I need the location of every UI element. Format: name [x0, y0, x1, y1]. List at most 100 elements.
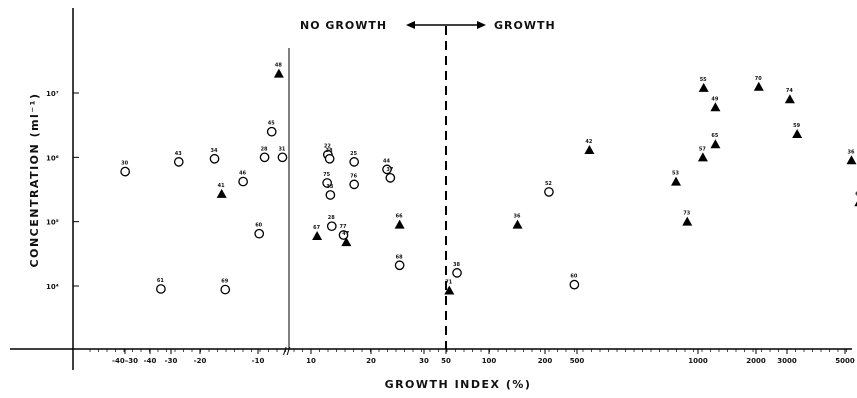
data-point-triangle: [792, 129, 803, 139]
data-point-label: 25: [350, 151, 357, 157]
data-point-label: 30: [121, 161, 128, 167]
x-tick-label: -20: [194, 357, 207, 365]
data-point-circle: [349, 157, 360, 167]
data-point-circle: [120, 166, 131, 177]
axis-break-mark: //: [283, 346, 291, 357]
data-point-label: 28: [328, 215, 335, 221]
data-point-label: 53: [672, 171, 679, 177]
data-point-label: 22: [324, 144, 331, 150]
data-point-triangle: [697, 152, 708, 162]
data-point-triangle: [216, 188, 227, 198]
data-point-circle: [259, 152, 270, 163]
x-tick-label: 2000: [746, 357, 766, 365]
data-point-triangle: [312, 230, 323, 240]
x-tick-label: 20: [366, 357, 376, 365]
x-tick-label: 1000: [688, 357, 708, 365]
data-point-triangle: [512, 219, 523, 229]
x-tick-label: -40: [144, 357, 157, 365]
data-point-label: 38: [453, 262, 460, 268]
x-tick-label: -30: [165, 357, 178, 365]
data-point-label: 46: [239, 171, 246, 177]
x-tick-label: 50: [441, 357, 451, 365]
data-point-label: 61: [157, 278, 164, 284]
data-point-circle: [325, 190, 336, 200]
y-tick-label: 10⁶: [46, 154, 59, 162]
data-point-circle: [382, 164, 392, 175]
data-point-circle: [326, 221, 337, 232]
data-point-label: 60: [570, 274, 577, 280]
data-point-circle: [324, 153, 335, 164]
data-point-label: 47: [342, 231, 349, 237]
x-tick-label: 500: [570, 357, 585, 365]
x-tick-label: 30: [419, 357, 429, 365]
data-point-label: 28: [261, 146, 268, 152]
data-point-triangle: [341, 237, 352, 247]
x-tick-label: 3000: [777, 357, 797, 365]
data-point-triangle: [273, 68, 284, 78]
data-point-label: 44: [383, 158, 390, 164]
data-point-label: 34: [211, 148, 218, 154]
y-tick-label: 10⁷: [46, 90, 59, 98]
data-point-label: 42: [585, 139, 592, 145]
data-point-triangle: [584, 145, 595, 155]
data-point-circle: [322, 178, 332, 188]
data-point-label: 65: [711, 133, 718, 139]
data-point-circle: [452, 268, 462, 278]
x-tick-label: -40–30: [112, 357, 138, 365]
data-point-label: 49: [711, 96, 718, 102]
data-point-label: 45: [268, 121, 275, 127]
data-point-label: 68: [396, 254, 403, 260]
data-point-label: 59: [793, 123, 800, 129]
data-point-triangle: [753, 81, 764, 91]
data-point-label: 33: [326, 184, 333, 190]
data-point-triangle: [698, 82, 709, 92]
data-point-label: 36: [847, 149, 854, 155]
data-point-label: 69: [221, 279, 228, 285]
data-point-label: 67: [313, 225, 320, 231]
data-point-circle: [254, 228, 265, 239]
data-point-label: 66: [396, 214, 403, 220]
data-point-label: 71: [445, 280, 452, 286]
data-point-label: 31: [278, 146, 285, 152]
data-point-circle: [394, 260, 405, 271]
growth-label: GROWTH: [494, 19, 556, 32]
data-point-label: 57: [699, 146, 706, 152]
data-point-label: 48: [275, 63, 282, 69]
data-point-label: 37: [386, 167, 393, 173]
data-point-triangle: [444, 285, 455, 295]
data-point-triangle: [710, 139, 721, 149]
data-point-label: 76: [350, 173, 357, 179]
data-point-label: 67: [855, 191, 857, 197]
x-tick-label: 200: [538, 357, 553, 365]
data-point-circle: [156, 284, 166, 294]
data-point-circle: [209, 153, 220, 164]
data-point-circle: [569, 279, 580, 290]
data-point-label: 52: [545, 181, 552, 187]
data-point-triangle: [394, 219, 405, 229]
data-point-circle: [385, 172, 396, 183]
data-point-triangle: [682, 216, 693, 226]
data-point-label: 41: [218, 183, 225, 189]
data-point-label: 38: [326, 148, 333, 154]
y-tick-label: 10⁵: [46, 219, 59, 227]
data-point-label: 74: [786, 88, 793, 94]
data-point-triangle: [854, 201, 857, 207]
data-point-circle: [277, 152, 288, 163]
data-point-label: 73: [683, 211, 690, 217]
data-point-circle: [238, 176, 248, 187]
data-point-triangle: [784, 94, 795, 104]
arrow-head-left: [406, 21, 415, 29]
no-growth-label: NO GROWTH: [300, 19, 387, 32]
data-point-triangle: [710, 102, 721, 112]
x-tick-label: 10: [306, 357, 316, 365]
x-axis-title: GROWTH INDEX (%): [385, 378, 532, 391]
data-point-circle: [173, 157, 184, 167]
x-tick-label: 5000: [835, 357, 855, 365]
data-point-triangle: [846, 155, 857, 165]
data-point-triangle: [671, 176, 682, 186]
data-point-circle: [266, 126, 277, 137]
data-point-circle: [544, 187, 554, 197]
data-point-label: 75: [323, 172, 330, 178]
data-point-label: 70: [755, 76, 762, 82]
